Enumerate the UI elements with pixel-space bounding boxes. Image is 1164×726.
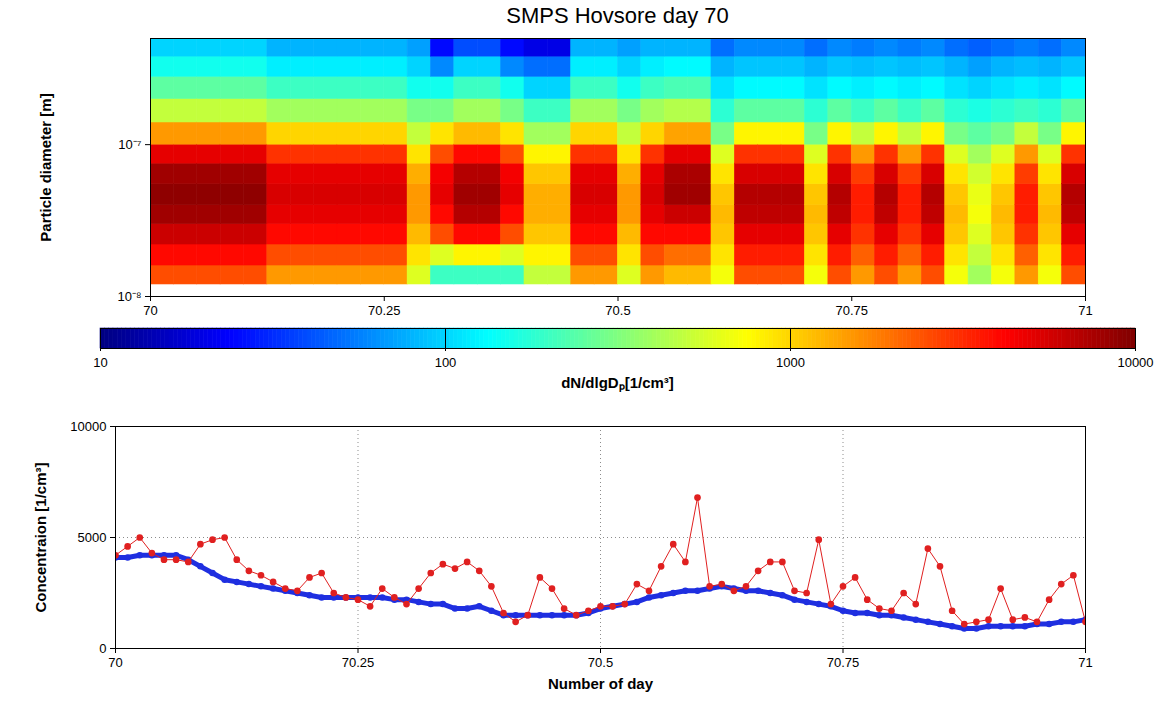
svg-text:70: 70: [108, 655, 122, 670]
svg-text:1000: 1000: [776, 355, 805, 370]
svg-text:10⁻⁷: 10⁻⁷: [118, 137, 141, 152]
svg-text:100: 100: [435, 355, 457, 370]
html-text:dN/dlgDₚ[1/cm³]: dN/dlgDₚ[1/cm³]: [561, 374, 674, 391]
svg-text:70.5: 70.5: [588, 655, 613, 670]
svg-text:70.25: 70.25: [342, 655, 375, 670]
svg-text:10000: 10000: [1117, 355, 1153, 370]
svg-text:5000: 5000: [78, 530, 107, 545]
svg-text:Particle diameter [m]: Particle diameter [m]: [37, 93, 54, 241]
svg-text:70.75: 70.75: [827, 655, 860, 670]
svg-text:0: 0: [99, 641, 106, 656]
svg-text:Number of day: Number of day: [548, 675, 654, 692]
svg-text:Concentraion [1/cm³]: Concentraion [1/cm³]: [32, 462, 49, 612]
svg-text:71: 71: [1078, 655, 1092, 670]
svg-text:70.5: 70.5: [605, 303, 630, 318]
svg-text:71: 71: [1078, 303, 1092, 318]
svg-text:10: 10: [93, 355, 107, 370]
svg-text:70: 70: [143, 303, 157, 318]
svg-text:10000: 10000: [70, 419, 106, 434]
svg-text:70.25: 70.25: [368, 303, 401, 318]
svg-text:10⁻⁸: 10⁻⁸: [118, 289, 142, 304]
svg-text:70.75: 70.75: [835, 303, 868, 318]
html-text:SMPS Hovsore day 70: SMPS Hovsore day 70: [506, 3, 729, 28]
